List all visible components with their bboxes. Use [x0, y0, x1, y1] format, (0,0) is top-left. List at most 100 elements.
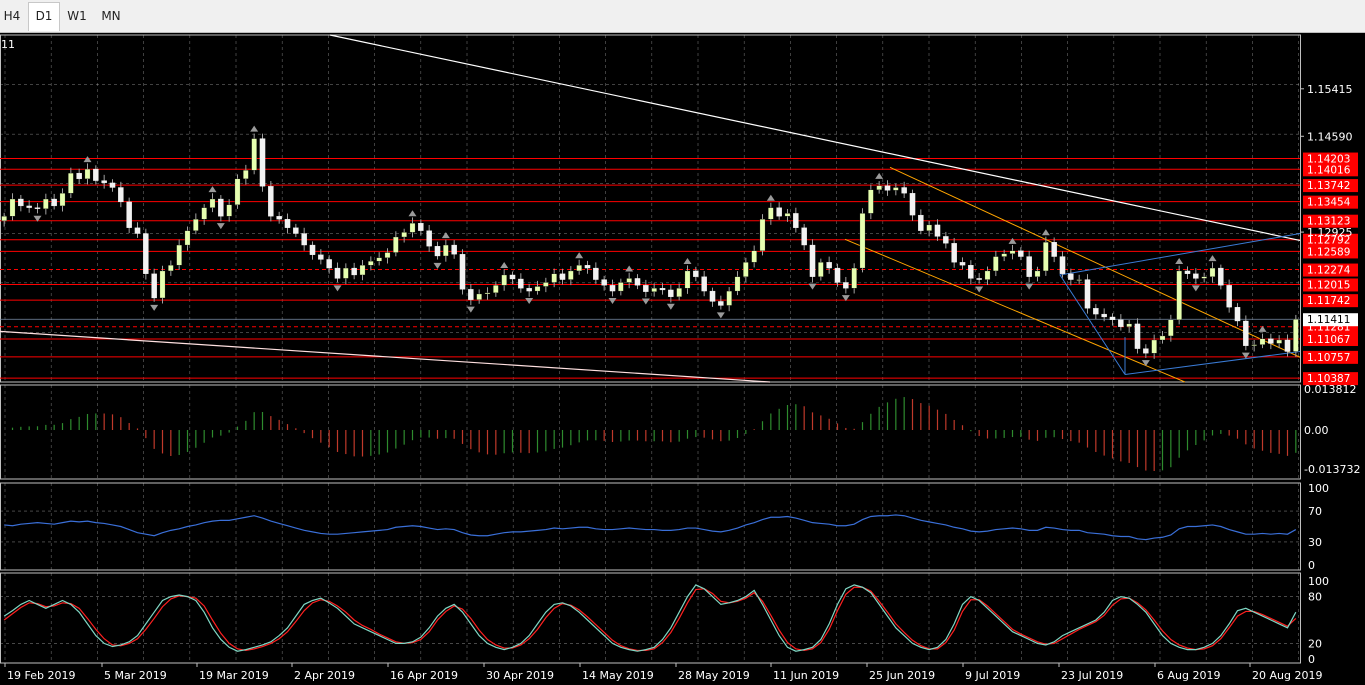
bull-candle	[43, 198, 49, 209]
rsi-line	[0, 510, 1300, 543]
bull-candle	[1201, 276, 1207, 279]
fractal-up-icon	[83, 156, 92, 163]
rsi-series	[4, 514, 1297, 541]
bear-candle	[834, 267, 841, 283]
level-label: 1.13742	[1307, 180, 1350, 192]
bear-candle	[1284, 339, 1291, 352]
bear-candle	[1268, 338, 1274, 344]
fractal-down-icon	[1241, 352, 1250, 359]
bull-candle	[1251, 344, 1257, 346]
trendline-upper	[329, 34, 1301, 242]
bull-candle	[726, 290, 732, 306]
bull-candle	[1076, 279, 1082, 281]
bull-candle	[68, 172, 74, 194]
fractal-up-icon	[625, 265, 634, 272]
fractal-up-icon	[683, 258, 692, 265]
bull-candle	[209, 198, 216, 208]
level-label: 1.11067	[1307, 334, 1350, 346]
bull-candle	[1151, 339, 1157, 354]
fractal-down-icon	[150, 304, 159, 311]
bear-candle	[426, 230, 432, 247]
bull-candle	[159, 270, 166, 299]
time-tick-label: 6 Aug 2019	[1157, 669, 1220, 682]
channel-lower	[844, 238, 1186, 383]
time-tick-label: 23 Jul 2019	[1061, 669, 1123, 682]
level-label: 1.12274	[1307, 265, 1351, 277]
fractal-up-icon	[1258, 325, 1267, 332]
fractal-up-icon	[408, 210, 417, 217]
price-axis: 1.15415 1.14590 1.12925 0.013812 0.00 -0.0137…	[1300, 83, 1360, 666]
fractal-down-icon	[466, 306, 475, 313]
bull-candle	[551, 273, 557, 283]
bull-candle	[1209, 267, 1216, 277]
bear-candle	[1218, 267, 1224, 286]
bear-candle	[18, 198, 24, 207]
bear-candle	[1118, 319, 1124, 327]
bear-candle	[126, 201, 132, 228]
time-tick-label: 19 Feb 2019	[7, 669, 75, 682]
bull-candle	[1126, 323, 1132, 327]
bear-candle	[809, 244, 816, 277]
bear-candle	[1101, 313, 1107, 318]
bull-candle	[9, 198, 16, 217]
trendline-lower	[0, 330, 771, 383]
bull-candle	[626, 278, 632, 283]
rsi-tick-label: 100	[1308, 482, 1329, 495]
time-tick-label: 2 Apr 2019	[294, 669, 355, 682]
level-label-bg	[1303, 333, 1358, 347]
level-label: 1.13123	[1307, 216, 1350, 228]
bull-candle	[768, 207, 774, 220]
bear-candle	[1068, 273, 1074, 280]
panel-frame	[0, 34, 1301, 383]
stoch-tick-label: 0	[1308, 653, 1315, 666]
bull-candle	[618, 282, 624, 292]
bear-candle	[309, 244, 316, 255]
bear-candle	[793, 213, 799, 228]
blue-channel-bottom	[1124, 351, 1301, 376]
bull-candle	[784, 213, 791, 217]
bear-candle	[326, 259, 332, 269]
price-tick-label: 1.14590	[1307, 130, 1353, 143]
level-label-bg	[1303, 263, 1358, 277]
bear-candle	[801, 227, 807, 246]
fractal-down-icon	[1025, 283, 1034, 290]
bull-candle	[251, 138, 257, 171]
time-tick-label: 30 Apr 2019	[486, 669, 554, 682]
tab-h4[interactable]: H4	[3, 9, 21, 23]
level-label: 1.14203	[1307, 154, 1350, 166]
bull-candle	[368, 261, 374, 266]
tab-mn[interactable]: MN	[101, 9, 121, 23]
tab-w1[interactable]: W1	[67, 9, 87, 23]
bear-candle	[151, 273, 157, 299]
stoch-tick-label: 100	[1308, 575, 1329, 588]
level-label-bg	[1303, 163, 1358, 177]
fractal-up-icon	[250, 125, 259, 132]
level-label-bg	[1303, 179, 1358, 193]
bear-candle	[901, 187, 907, 194]
bear-candle	[884, 185, 891, 191]
bear-candle	[518, 278, 524, 289]
fractal-down-icon	[716, 312, 725, 319]
price-chart[interactable]: 11 1.142031.140161.137421.134541.131231.…	[0, 32, 1365, 685]
time-tick-label: 25 Jun 2019	[869, 669, 935, 682]
bear-candle	[293, 227, 299, 234]
bear-candle	[268, 186, 274, 217]
macd-tick-label: 0.013812	[1304, 383, 1357, 396]
bear-candle	[526, 288, 532, 292]
tab-d1[interactable]: D1	[28, 2, 60, 31]
time-tick-label: 16 Apr 2019	[390, 669, 458, 682]
stoch-signal-series	[3, 586, 1297, 652]
channel-upper	[889, 166, 1301, 358]
bull-candle	[851, 267, 857, 289]
bull-candle	[993, 256, 999, 272]
panel-frame	[0, 482, 1301, 571]
fractal-down-icon	[33, 215, 42, 222]
level-label: 1.12015	[1307, 279, 1350, 291]
bear-candle	[701, 276, 707, 292]
candlestick-series	[1, 133, 1299, 359]
bear-candle	[659, 288, 666, 291]
fractal-down-icon	[525, 297, 534, 304]
bear-candle	[118, 187, 124, 203]
level-label: 1.13454	[1307, 197, 1351, 209]
bear-candle	[634, 278, 641, 286]
